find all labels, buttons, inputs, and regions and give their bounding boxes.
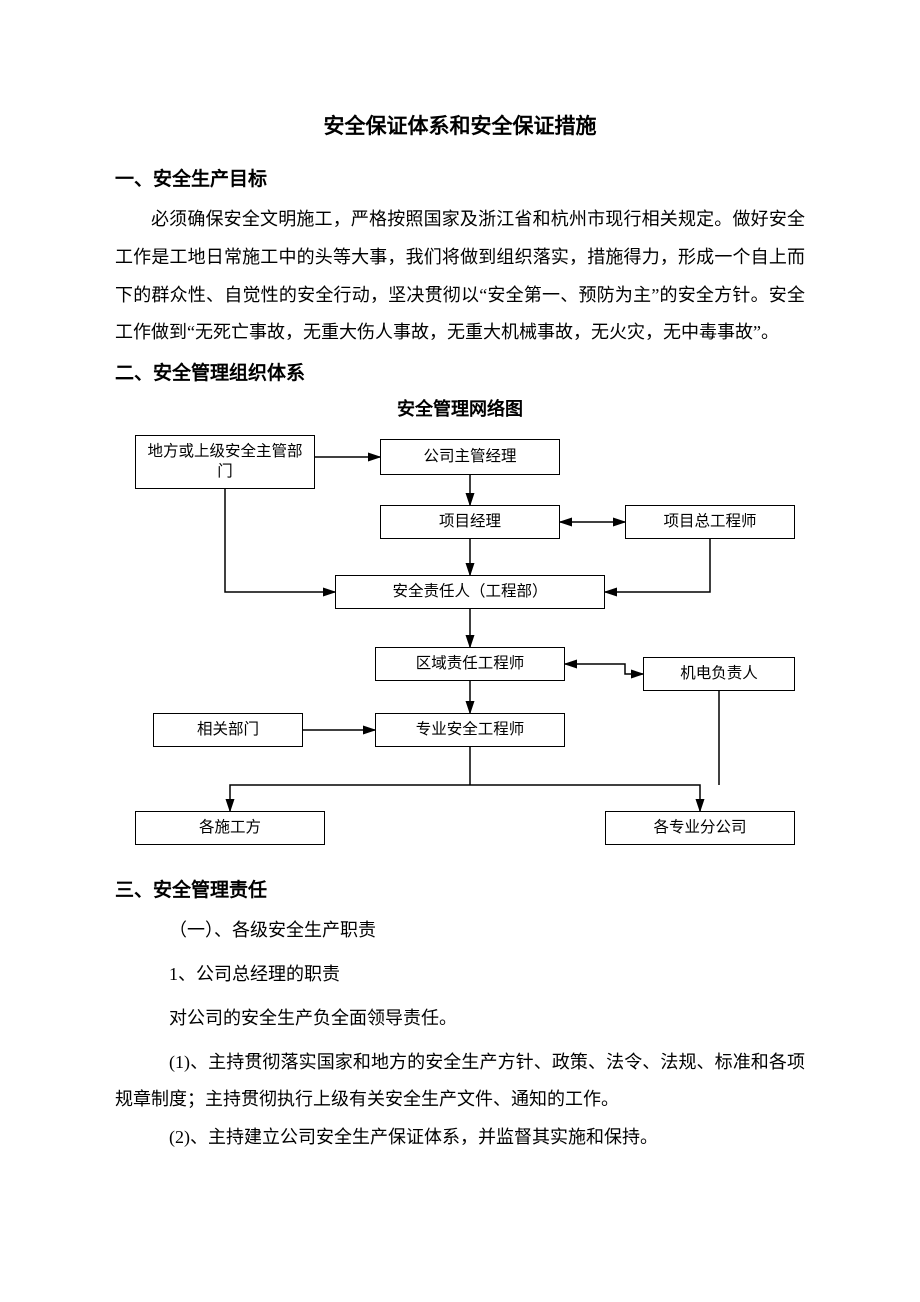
- flowchart-node-pm: 项目经理: [380, 505, 560, 539]
- flowchart-edge: [230, 785, 470, 811]
- section-1-body: 必须确保安全文明施工，严格按照国家及浙江省和杭州市现行相关规定。做好安全工作是工…: [115, 201, 805, 352]
- flowchart-node-chief: 项目总工程师: [625, 505, 795, 539]
- section-3-line: 对公司的安全生产负全面领导责任。: [115, 1000, 805, 1038]
- flowchart-node-company: 公司主管经理: [380, 439, 560, 475]
- flowchart-edge: [470, 785, 700, 811]
- flowchart-node-sub: 各专业分公司: [605, 811, 795, 845]
- flowchart-edge: [225, 489, 335, 592]
- flowchart-node-construct: 各施工方: [135, 811, 325, 845]
- flowchart-edges: [115, 425, 805, 855]
- safety-flowchart: 地方或上级安全主管部门 公司主管经理项目经理 项目总工程师安全责任人（工程部） 区域责…: [115, 425, 805, 855]
- section-3-line: (1)、主持贯彻落实国家和地方的安全生产方针、政策、法令、法规、标准和各项规章制…: [115, 1044, 805, 1120]
- flowchart-node-local: 地方或上级安全主管部门: [135, 435, 315, 489]
- document-title: 安全保证体系和安全保证措施: [115, 110, 805, 140]
- flowchart-node-safety: 安全责任人（工程部）: [335, 575, 605, 609]
- flowchart-title: 安全管理网络图: [115, 395, 805, 421]
- section-3-heading: 三、安全管理责任: [115, 875, 805, 902]
- flowchart-node-me: 机电负责人: [643, 657, 795, 691]
- flowchart-edge: [605, 539, 710, 592]
- flowchart-edge: [565, 664, 643, 674]
- section-3-line: (2)、主持建立公司安全生产保证体系，并监督其实施和保持。: [115, 1119, 805, 1157]
- section-3-line: （一）、各级安全生产职责: [115, 912, 805, 950]
- section-3-line: 1、公司总经理的职责: [115, 956, 805, 994]
- section-1-heading: 一、安全生产目标: [115, 164, 805, 191]
- flowchart-node-area: 区域责任工程师: [375, 647, 565, 681]
- flowchart-node-pro: 专业安全工程师: [375, 713, 565, 747]
- flowchart-node-dept: 相关部门: [153, 713, 303, 747]
- section-2-heading: 二、安全管理组织体系: [115, 358, 805, 385]
